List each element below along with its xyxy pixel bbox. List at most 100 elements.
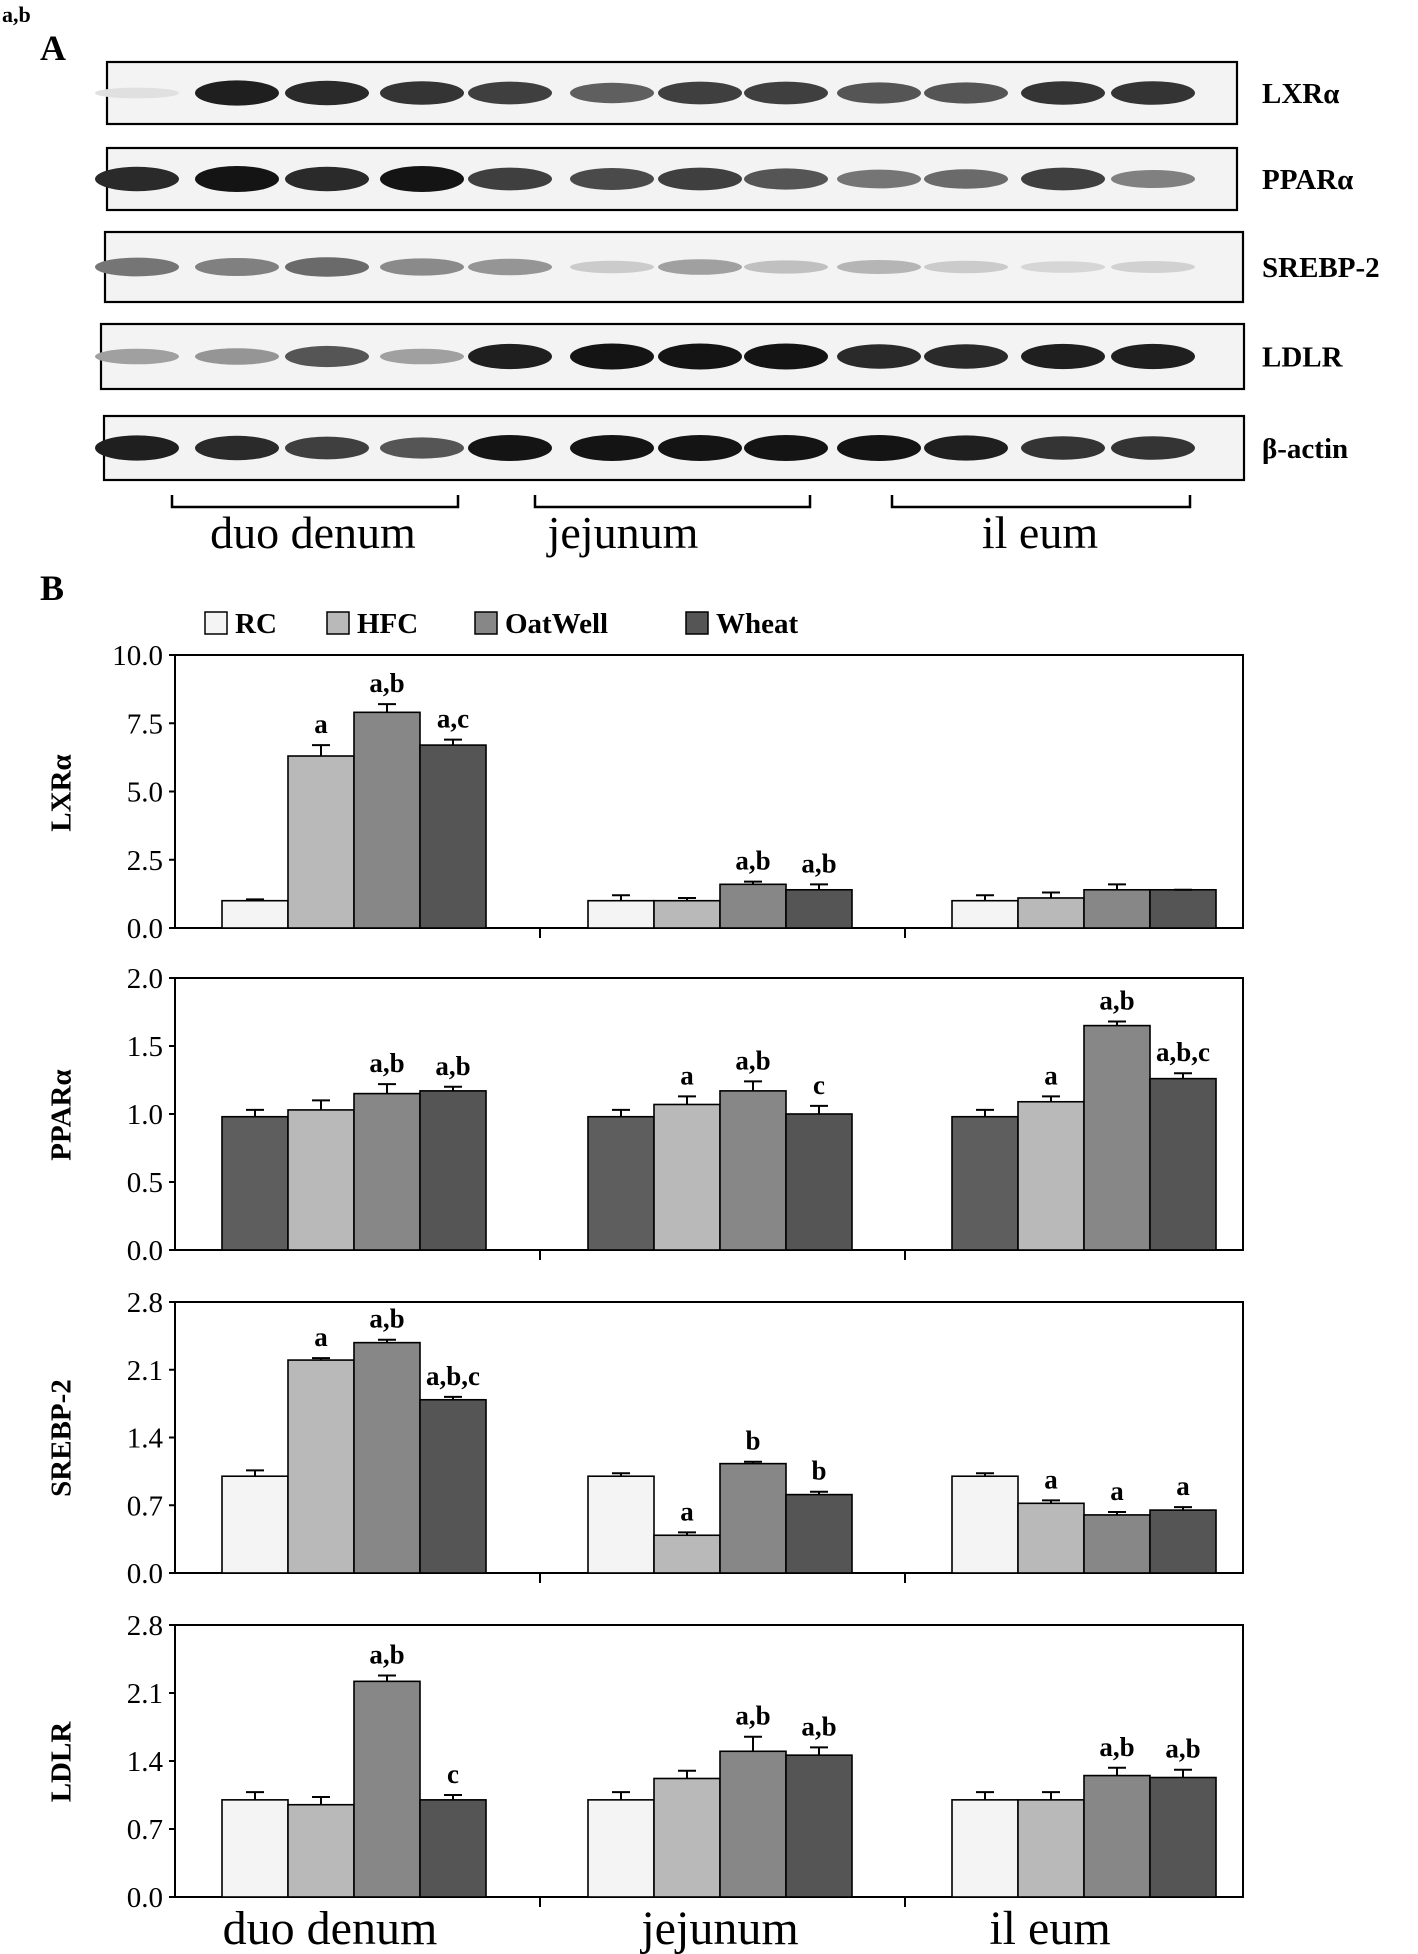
y-axis-label: LXRα	[46, 754, 78, 831]
bar	[221, 1799, 289, 1898]
blot-band	[195, 258, 279, 276]
significance-label: a,b	[369, 1640, 404, 1670]
y-tick-label: 7.5	[127, 708, 163, 740]
y-tick-label: 1.4	[127, 1423, 164, 1455]
bar	[951, 899, 1019, 929]
bar	[353, 1341, 421, 1574]
blot-band	[744, 435, 828, 461]
significance-label: a	[1110, 1476, 1124, 1506]
blot-band	[837, 82, 921, 104]
bar	[1083, 1514, 1151, 1574]
legend-swatch	[685, 611, 709, 635]
segment-bracket	[170, 495, 460, 509]
bar	[1017, 897, 1085, 929]
segment-label: il eum	[982, 507, 1098, 558]
significance-label: b	[745, 1426, 760, 1456]
significance-label: c	[447, 1759, 459, 1789]
blot-band	[1021, 436, 1105, 460]
bar	[719, 883, 787, 929]
significance-label: a,b	[735, 846, 770, 876]
blot-row: SREBP-2	[95, 230, 1380, 304]
blot-band	[658, 343, 742, 370]
bar	[1017, 1799, 1085, 1898]
significance-label: a,b	[801, 848, 836, 878]
blot-band	[658, 81, 742, 105]
segment-brackets: duo denum jejunum il eum	[170, 495, 1192, 558]
significance-label: a	[314, 709, 328, 739]
blot-band	[380, 348, 464, 365]
blot-band	[468, 435, 552, 461]
bar	[653, 1103, 721, 1251]
bar	[1083, 1774, 1151, 1898]
significance-label: a,b	[801, 1711, 836, 1741]
western-blots: LXRα PPARα SREBP-2 LDLR β-actin	[95, 60, 1380, 482]
blot-band	[285, 436, 369, 460]
blot-band	[1111, 81, 1195, 105]
blot-band	[924, 344, 1008, 369]
significance-label: a	[314, 1322, 328, 1352]
y-tick-label: 0.0	[127, 913, 163, 945]
y-tick-label: 2.8	[127, 1610, 163, 1642]
blot-row: LDLR	[95, 322, 1344, 391]
bar	[587, 1475, 655, 1574]
bar-chart: 0.0 0.7 1.4 2.1 2.8 LDLR a,b a,b a,b c a,b a,b	[46, 1610, 1244, 1914]
blot-band	[570, 82, 654, 104]
legend-swatch	[326, 611, 350, 635]
segment-label: duo denum	[210, 507, 416, 558]
bar	[785, 888, 853, 929]
y-tick-label: 5.0	[127, 777, 163, 809]
blot-band	[837, 344, 921, 369]
blot-band	[285, 166, 369, 192]
y-tick-label: 1.4	[127, 1746, 164, 1778]
significance-label: a	[1044, 1060, 1058, 1090]
blot-band	[285, 80, 369, 106]
bar	[587, 899, 655, 929]
y-axis-label: SREBP-2	[46, 1379, 78, 1497]
significance-label: a,b,c	[426, 1361, 480, 1391]
blot-band	[380, 166, 464, 192]
blot-row: LXRα	[95, 60, 1339, 126]
legend-label: HFC	[357, 608, 418, 640]
significance-label: a,b	[369, 1048, 404, 1078]
blot-band	[195, 348, 279, 365]
blot-row: β-actin	[95, 414, 1348, 482]
corner-note: a,b	[2, 2, 31, 27]
blot-protein-label: β-actin	[1262, 433, 1348, 465]
blot-band	[924, 260, 1008, 274]
blot-band	[1021, 261, 1105, 273]
blot-band	[658, 435, 742, 461]
blot-band	[744, 343, 828, 370]
blot-band	[924, 82, 1008, 104]
significance-label: a	[1044, 1464, 1058, 1494]
bar	[221, 1475, 289, 1574]
significance-label: a,b	[435, 1051, 470, 1081]
bar	[1149, 1077, 1217, 1251]
significance-label: a,b	[1099, 986, 1134, 1016]
blot-band	[468, 167, 552, 191]
blot-band	[924, 169, 1008, 189]
blot-band	[95, 166, 179, 192]
significance-label: a,c	[437, 704, 469, 734]
blot-row: PPARα	[95, 146, 1353, 212]
segment-label: jejunum	[546, 507, 699, 558]
y-tick-label: 1.5	[127, 1031, 163, 1063]
blot-band	[570, 343, 654, 370]
y-tick-label: 1.0	[127, 1099, 163, 1131]
significance-label: a,b,c	[1156, 1037, 1210, 1067]
bar	[353, 1092, 421, 1251]
bar	[1149, 888, 1217, 929]
legend-label: Wheat	[716, 608, 799, 640]
y-tick-label: 2.1	[127, 1678, 163, 1710]
blot-band	[468, 343, 552, 370]
y-tick-label: 0.7	[127, 1814, 163, 1846]
bar	[653, 899, 721, 929]
x-category-label: il eum	[989, 1902, 1110, 1954]
blot-band	[837, 435, 921, 461]
bar	[287, 1359, 355, 1574]
blot-band	[1111, 170, 1195, 188]
y-tick-label: 0.0	[127, 1882, 163, 1914]
panel-a-label: A	[40, 28, 66, 68]
blot-protein-label: SREBP-2	[1262, 252, 1380, 284]
blot-band	[1021, 343, 1105, 370]
y-tick-label: 2.1	[127, 1355, 163, 1387]
